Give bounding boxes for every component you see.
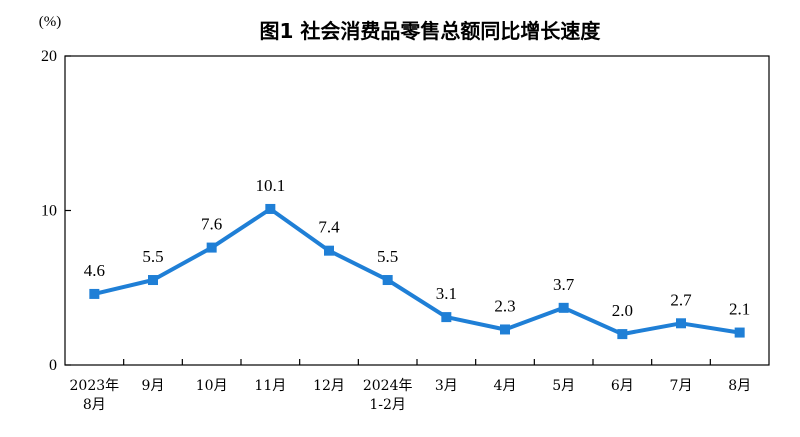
x-tick-label: 3月 bbox=[435, 378, 458, 394]
data-label: 3.1 bbox=[436, 284, 457, 303]
data-point bbox=[676, 318, 686, 329]
x-tick-label: 7月 bbox=[670, 378, 693, 394]
x-tick-label: 5月 bbox=[552, 378, 575, 394]
x-tick-label: 2023年 bbox=[70, 378, 120, 394]
data-point bbox=[500, 324, 510, 335]
y-tick-label: 10 bbox=[41, 203, 57, 220]
x-tick-label: 12月 bbox=[313, 378, 345, 394]
data-label: 10.1 bbox=[255, 176, 285, 195]
series-markers bbox=[89, 203, 745, 340]
data-point bbox=[324, 245, 334, 256]
data-point bbox=[148, 275, 158, 286]
plot-frame bbox=[64, 55, 770, 366]
data-point bbox=[558, 302, 569, 313]
y-axis-unit: (%) bbox=[39, 14, 62, 30]
x-tick-label: 2024年 bbox=[363, 378, 413, 394]
x-tick-label: 11月 bbox=[254, 378, 286, 394]
series-line bbox=[92, 207, 742, 337]
chart-title: 图1 社会消费品零售总额同比增长速度 bbox=[260, 19, 602, 43]
data-label: 2.7 bbox=[670, 290, 692, 309]
data-labels: 4.6 5.5 7.6 10.1 7.4 5.5 3.1 2.3 3.7 2.0 2.7 2.1 bbox=[84, 176, 751, 320]
data-point bbox=[265, 203, 276, 214]
data-point bbox=[89, 288, 100, 299]
data-label: 7.6 bbox=[201, 215, 222, 234]
x-tick-label: 9月 bbox=[142, 378, 165, 394]
y-tick-label: 20 bbox=[41, 48, 57, 65]
data-label: 2.1 bbox=[729, 300, 750, 319]
data-label: 2.0 bbox=[612, 301, 633, 320]
data-label: 4.6 bbox=[84, 261, 105, 280]
data-label: 7.4 bbox=[318, 218, 340, 237]
data-point bbox=[441, 312, 452, 323]
data-label: 5.5 bbox=[142, 247, 163, 266]
x-axis: 2023年 8月 9月 10月 11月 12月 2024年 1-2月 3月 4月 5月 6月 7月 8月 bbox=[70, 359, 751, 413]
x-tick-label: 10月 bbox=[196, 378, 228, 394]
data-label: 3.7 bbox=[553, 275, 575, 294]
y-tick-label: 0 bbox=[49, 357, 57, 374]
x-tick-label: 8月 bbox=[83, 397, 106, 413]
data-point bbox=[617, 329, 628, 340]
data-point bbox=[734, 327, 745, 338]
x-tick-label: 6月 bbox=[611, 378, 634, 394]
x-tick-label: 1-2月 bbox=[369, 397, 406, 413]
y-axis: 0 10 20 bbox=[41, 48, 71, 374]
x-tick-label: 4月 bbox=[494, 378, 517, 394]
x-tick-label: 8月 bbox=[728, 378, 751, 394]
data-label: 5.5 bbox=[377, 247, 398, 266]
data-label: 2.3 bbox=[494, 296, 515, 315]
data-point bbox=[382, 275, 393, 286]
data-point bbox=[206, 242, 217, 253]
